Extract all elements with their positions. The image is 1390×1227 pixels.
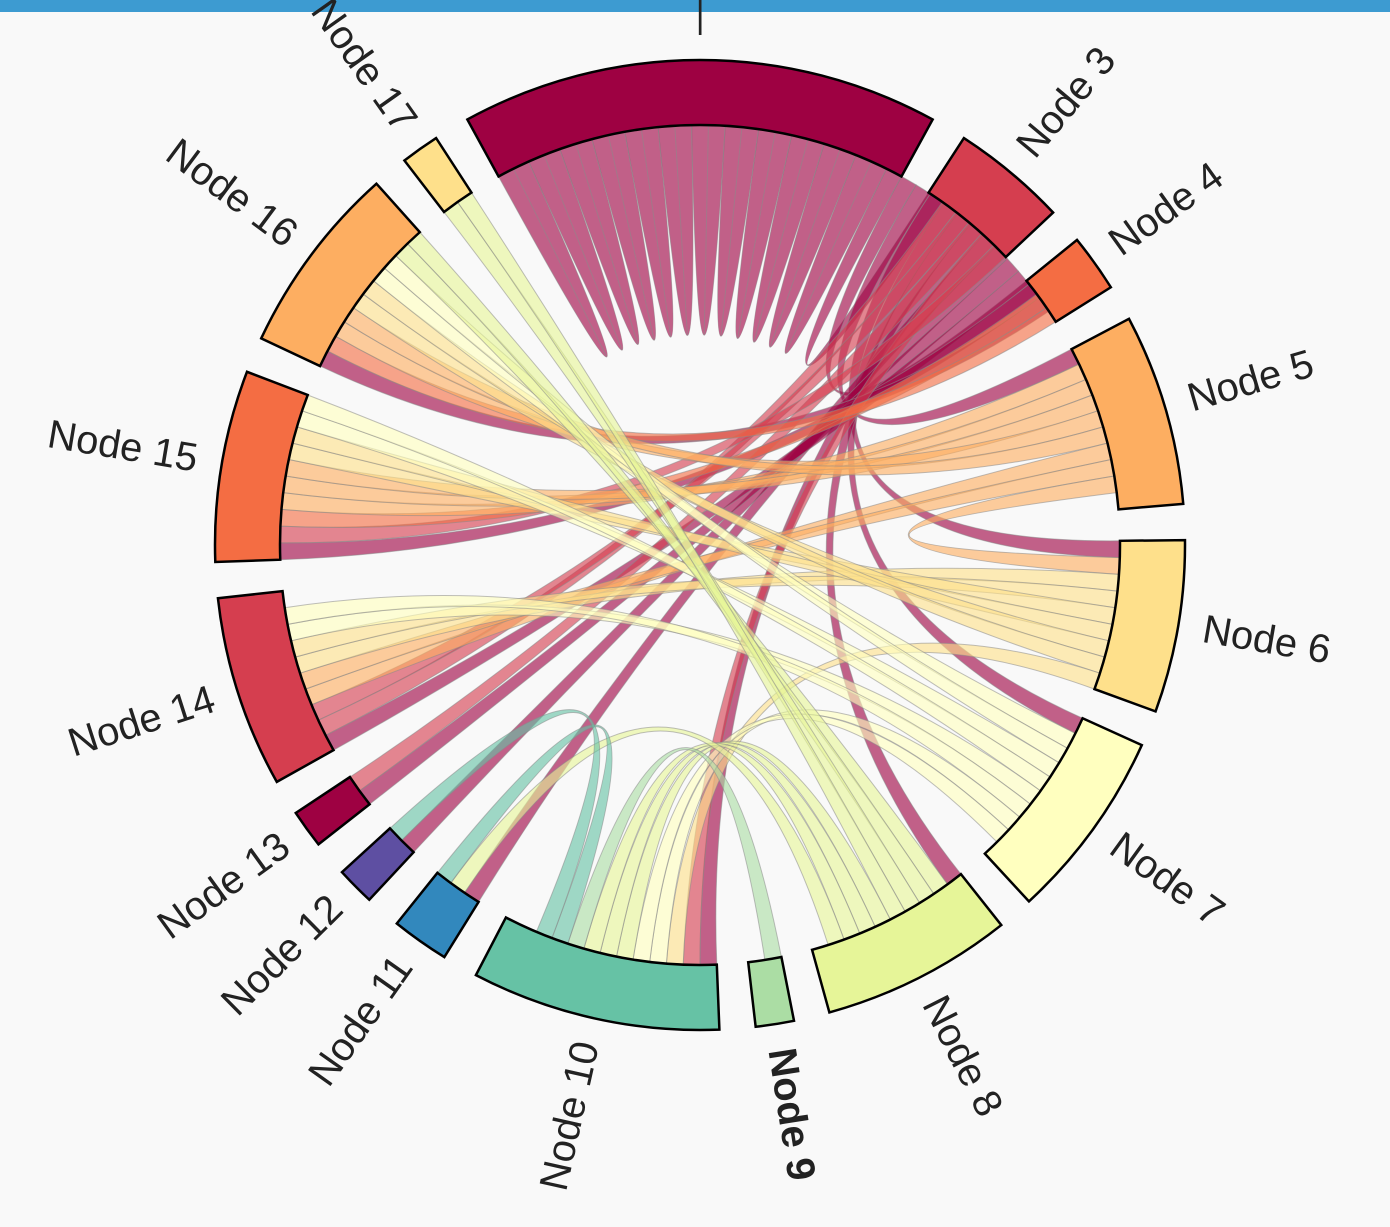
node-label-4: Node 4	[1101, 154, 1232, 265]
node-arc-13[interactable]	[294, 775, 372, 847]
top-accent-bar	[0, 0, 1390, 12]
node-arc-2[interactable]	[465, 58, 935, 179]
node-label-12: Node 12	[213, 886, 351, 1024]
node-arc-6[interactable]	[1092, 538, 1187, 714]
node-arc-15[interactable]	[213, 370, 310, 564]
node-arc-10[interactable]	[474, 915, 721, 1032]
node-arc-11[interactable]	[395, 871, 481, 959]
node-label-11: Node 11	[300, 947, 422, 1093]
node-label-2: —	[676, 0, 720, 35]
node-arc-layer	[213, 58, 1187, 1032]
node-label-10: Node 10	[532, 1037, 608, 1194]
node-arc-9[interactable]	[746, 955, 796, 1029]
ribbon-layer	[279, 124, 1121, 966]
node-label-17: Node 17	[302, 0, 425, 140]
node-label-14: Node 14	[63, 677, 220, 765]
node-arc-14[interactable]	[216, 589, 336, 784]
node-arc-3[interactable]	[926, 136, 1055, 259]
node-arc-5[interactable]	[1069, 317, 1185, 511]
node-arc-4[interactable]	[1024, 238, 1113, 324]
node-label-6: Node 6	[1199, 607, 1334, 672]
node-label-16: Node 16	[158, 130, 306, 256]
node-arc-12[interactable]	[340, 826, 416, 902]
node-arc-8[interactable]	[810, 872, 1004, 1014]
node-label-8: Node 8	[914, 989, 1012, 1124]
node-arc-7[interactable]	[983, 716, 1144, 904]
node-label-15: Node 15	[45, 412, 201, 480]
node-arc-17[interactable]	[402, 136, 474, 214]
node-label-5: Node 5	[1183, 342, 1319, 421]
node-label-9: Node 9	[759, 1045, 823, 1184]
node-label-7: Node 7	[1102, 824, 1232, 935]
node-label-3: Node 3	[1008, 39, 1124, 166]
node-arc-16[interactable]	[259, 181, 422, 368]
